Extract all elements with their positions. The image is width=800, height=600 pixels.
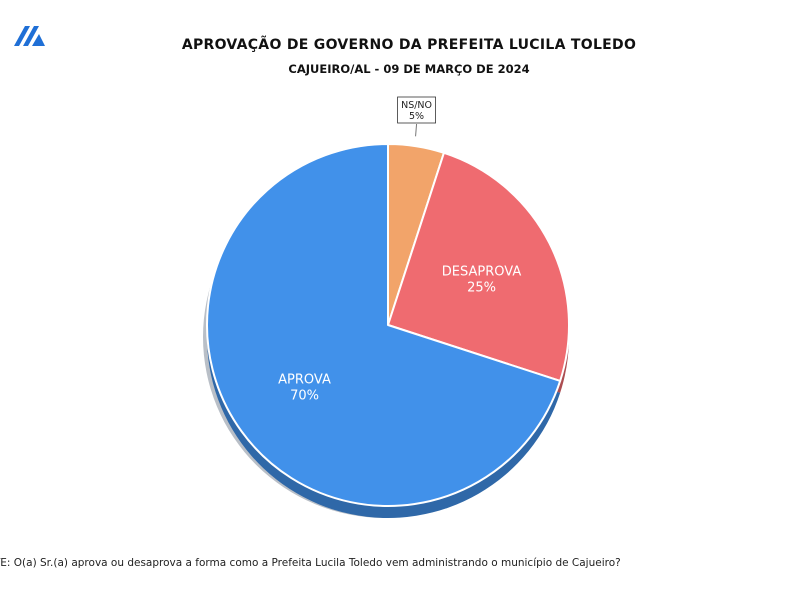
slice-label-ns-no: NS/NO — [401, 100, 432, 111]
pie-slice-aprova — [206, 143, 562, 507]
slice-value-ns-no: 5% — [409, 111, 424, 122]
callout-line-ns-no — [415, 123, 418, 137]
slice-label-desaprova: DESAPROVA — [442, 264, 522, 279]
slice-value-desaprova: 25% — [467, 280, 496, 295]
brand-logo-icon — [14, 26, 45, 46]
chart-subtitle: CAJUEIRO/AL - 09 DE MARÇO DE 2024 — [288, 62, 530, 76]
callout-box-ns-no — [397, 96, 436, 124]
pie-slice-desaprova — [387, 151, 570, 382]
slice-label-aprova: APROVA — [278, 373, 331, 388]
slice-value-aprova: 70% — [290, 389, 319, 404]
survey-question-note: NTE: O(a) Sr.(a) aprova ou desaprova a f… — [0, 557, 621, 569]
chart-title: APROVAÇÃO DE GOVERNO DA PREFEITA LUCILA … — [181, 37, 637, 53]
